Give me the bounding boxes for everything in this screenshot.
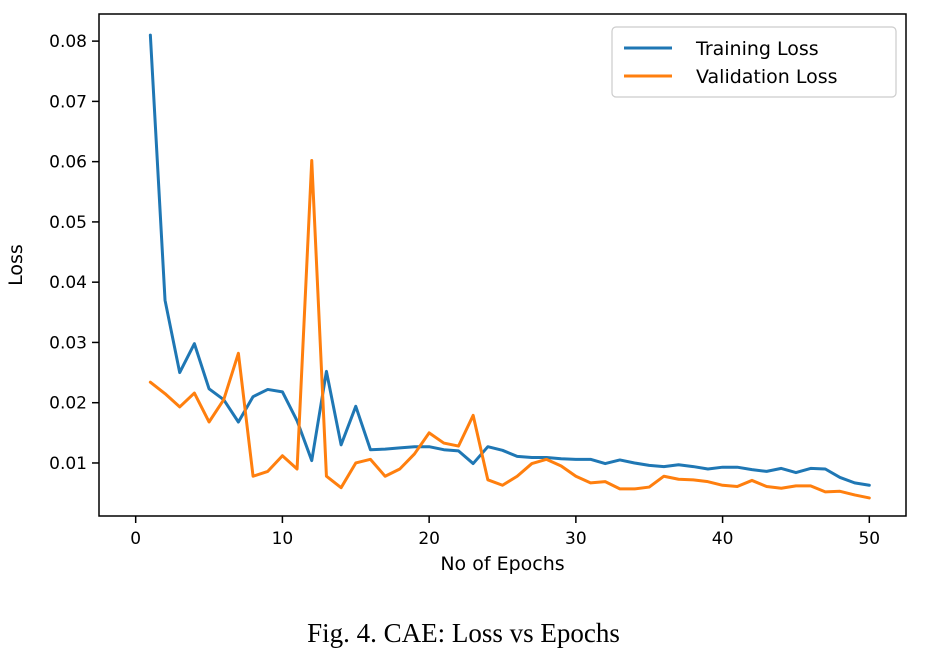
- y-tick-label: 0.07: [49, 92, 87, 112]
- legend: Training Loss Validation Loss: [611, 26, 897, 98]
- y-tick-label: 0.04: [49, 273, 87, 293]
- y-tick-label: 0.06: [49, 153, 87, 173]
- legend-label-validation-loss: Validation Loss: [696, 66, 838, 88]
- plot-area: [148, 33, 871, 500]
- x-tick-label: 30: [565, 529, 587, 549]
- axes: 0 10 20 30 40 50 0.01 0.02 0.03 0.04 0.05 0.06 0.07 0…: [49, 13, 907, 549]
- y-axis-label: Loss: [5, 244, 27, 286]
- legend-box: [611, 26, 897, 98]
- y-tick-label: 0.03: [49, 333, 87, 353]
- figure-caption: Fig. 4. CAE: Loss vs Epochs: [307, 618, 620, 648]
- x-axis-label: No of Epochs: [440, 553, 564, 575]
- legend-label-training-loss: Training Loss: [695, 38, 819, 60]
- x-tick-label: 10: [272, 529, 294, 549]
- loss-chart: 0 10 20 30 40 50 0.01 0.02 0.03 0.04 0.05 0.06 0.07 0…: [5, 13, 907, 575]
- y-tick-label: 0.02: [49, 394, 87, 414]
- x-tick-label: 20: [418, 529, 440, 549]
- y-tick-label: 0.05: [49, 213, 87, 233]
- y-tick-label: 0.01: [49, 454, 87, 474]
- series-line-validation-loss: [148, 158, 871, 500]
- x-tick-label: 50: [858, 529, 880, 549]
- series-line-training-loss: [148, 33, 871, 487]
- x-tick-label: 40: [712, 529, 734, 549]
- y-tick-label: 0.08: [49, 32, 87, 52]
- axes-frame: [98, 13, 907, 517]
- x-tick-label: 0: [130, 529, 141, 549]
